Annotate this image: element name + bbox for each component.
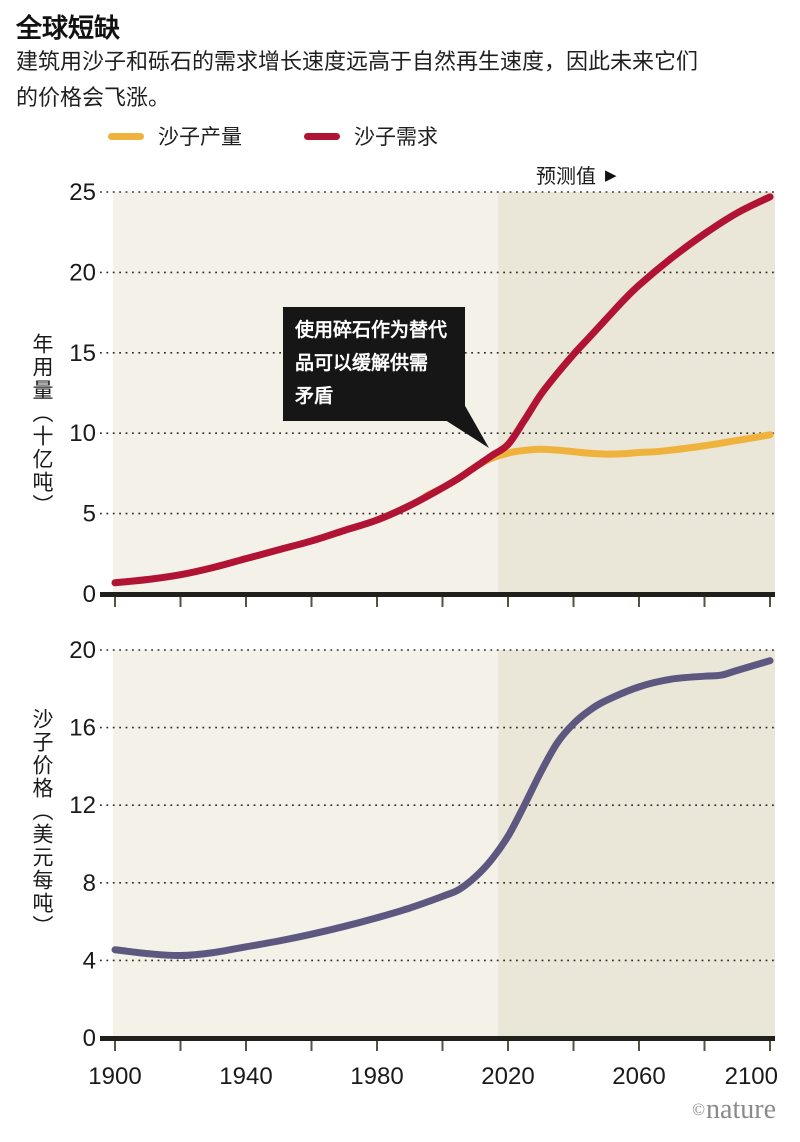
forecast-region	[498, 650, 775, 1038]
y-tick-label: 0	[83, 581, 96, 608]
y-tick-label: 20	[69, 637, 96, 664]
y-axis-title-usage: 年用量（十亿吨）	[30, 333, 53, 517]
y-tick-label: 12	[69, 792, 96, 819]
forecast-label: 预测值 ▶	[536, 160, 617, 189]
legend-swatch-icon	[108, 132, 144, 140]
history-region	[113, 650, 499, 1038]
y-tick-label: 8	[83, 870, 96, 897]
legend-label: 沙子需求	[354, 126, 438, 149]
y-tick-label: 5	[83, 501, 96, 528]
legend: 沙子产量 沙子需求	[108, 121, 500, 151]
legend-item: 沙子需求	[304, 121, 438, 151]
price-chart: 0 4 8 12 16 20 1900 1940 1980 2020 2060 2100	[69, 637, 778, 1090]
nature-wordmark: nature	[706, 1094, 776, 1125]
copyright-icon: ©	[692, 1100, 706, 1119]
page-subtitle: 建筑用沙子和砾石的需求增长速度远高于自然再生速度，因此未来它们的价格会飞涨。	[16, 49, 699, 110]
annotation-line: 使用碎石作为替代	[295, 320, 448, 341]
y-tick-label: 15	[69, 340, 96, 367]
annotation-callout: 使用碎石作为替代 品可以缓解供需 矛盾	[283, 307, 465, 421]
annotation-line: 品可以缓解供需	[295, 353, 429, 374]
legend-label: 沙子产量	[158, 126, 242, 149]
series-line-沙子产量	[422, 431, 774, 500]
y-tick-label: 20	[69, 259, 96, 286]
series-line-沙子价格	[111, 657, 774, 960]
y-axis-title-price: 沙子价格（美元每吨）	[30, 708, 53, 938]
y-tick-label: 4	[83, 947, 96, 974]
x-axis-line	[100, 592, 775, 597]
forecast-arrow-icon: ▶	[605, 166, 617, 184]
page-title: 全球短缺	[16, 13, 121, 43]
y-tick-label: 16	[69, 715, 96, 742]
annotation-line: 矛盾	[295, 386, 334, 407]
legend-swatch-icon	[304, 132, 340, 140]
forecast-label-text: 预测值	[536, 166, 596, 188]
x-axis-line	[100, 1036, 775, 1041]
x-tick-label: 2020	[481, 1063, 534, 1090]
forecast-region	[498, 192, 775, 594]
x-tick-label: 1940	[219, 1063, 272, 1090]
x-tick-label: 1980	[350, 1063, 403, 1090]
nature-credit: ©nature	[692, 1094, 776, 1126]
y-tick-label: 25	[69, 179, 96, 206]
x-tick-label: 2100	[725, 1063, 778, 1090]
y-tick-label: 10	[69, 420, 96, 447]
x-tick-label: 2060	[612, 1063, 665, 1090]
x-tick-label: 1900	[88, 1063, 141, 1090]
legend-item: 沙子产量	[108, 121, 242, 151]
y-tick-label: 0	[83, 1025, 96, 1052]
